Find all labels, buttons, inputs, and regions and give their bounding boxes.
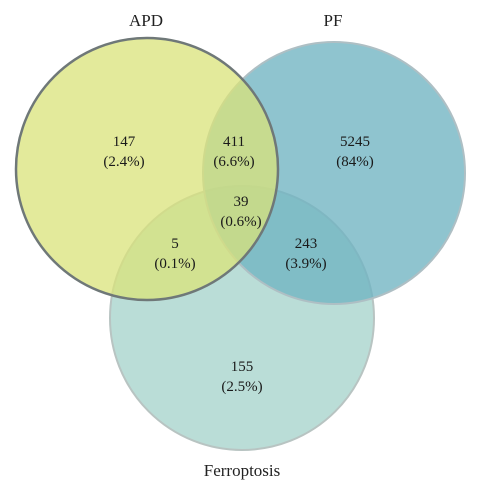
apd-only-pct: (2.4%) — [103, 154, 144, 170]
pf-label: PF — [324, 11, 343, 30]
pf-ferroptosis-count: 243 — [295, 236, 318, 252]
apd-ferroptosis-pct: (0.1%) — [154, 256, 195, 272]
ferroptosis-only-pct: (2.5%) — [221, 379, 262, 395]
pf-only-pct: (84%) — [336, 154, 374, 170]
ferroptosis-only-count: 155 — [231, 359, 254, 375]
apd-label: APD — [129, 11, 163, 30]
apd-ferroptosis-count: 5 — [171, 236, 179, 252]
apd-pf-pct: (6.6%) — [213, 154, 254, 170]
ferroptosis-label: Ferroptosis — [204, 461, 281, 480]
pf-ferroptosis-pct: (3.9%) — [285, 256, 326, 272]
apd-pf-count: 411 — [223, 134, 245, 150]
pf-only-count: 5245 — [340, 134, 370, 150]
apd-only-count: 147 — [113, 134, 136, 150]
all-three-pct: (0.6%) — [220, 214, 261, 230]
all-three-count: 39 — [234, 194, 249, 210]
apd-circle — [14, 36, 280, 302]
